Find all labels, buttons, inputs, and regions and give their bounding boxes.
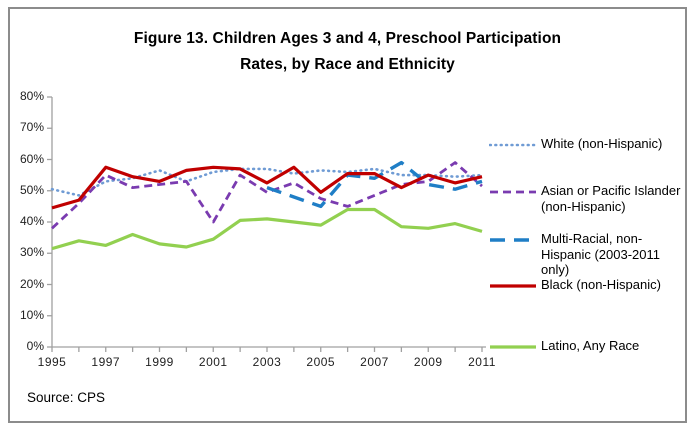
chart-title-line-2: Rates, by Race and Ethnicity	[240, 56, 455, 73]
series-line-latino	[51, 207, 483, 251]
chart-title-line-1: Figure 13. Children Ages 3 and 4, Presch…	[133, 30, 562, 47]
y-tick-label-10: 10%	[19, 307, 44, 322]
y-tick-label-20: 20%	[19, 276, 44, 291]
x-tick-label-2005: 2005	[306, 355, 336, 369]
y-tick-label-0: 0%	[26, 339, 44, 353]
y-tick-label-60: 60%	[19, 151, 44, 166]
x-tick-label-2003: 2003	[252, 355, 282, 369]
series-line-multi-racial	[266, 160, 483, 209]
x-tick-label-1997: 1997	[91, 355, 121, 369]
x-tick-label-2009: 2009	[413, 355, 443, 369]
source-note: Source: CPS	[27, 390, 106, 405]
x-tick-label-2011: 2011	[468, 355, 496, 369]
x-tick-label-2001: 2001	[198, 355, 228, 369]
x-tick-label-1995: 1995	[37, 355, 67, 369]
y-tick-label-30: 30%	[19, 245, 44, 260]
y-tick-label-80: 80%	[19, 89, 44, 103]
figure-border	[8, 7, 687, 423]
series-line-white	[50, 167, 484, 197]
y-tick-label-70: 70%	[19, 120, 44, 135]
x-tick-label-2007: 2007	[360, 355, 389, 369]
x-tick-label-1999: 1999	[145, 355, 174, 369]
y-tick-label-40: 40%	[19, 214, 44, 228]
chart-title: Figure 13. Children Ages 3 and 4, Presch…	[0, 26, 695, 78]
y-tick-label-50: 50%	[19, 182, 44, 197]
series-line-black	[51, 165, 483, 210]
